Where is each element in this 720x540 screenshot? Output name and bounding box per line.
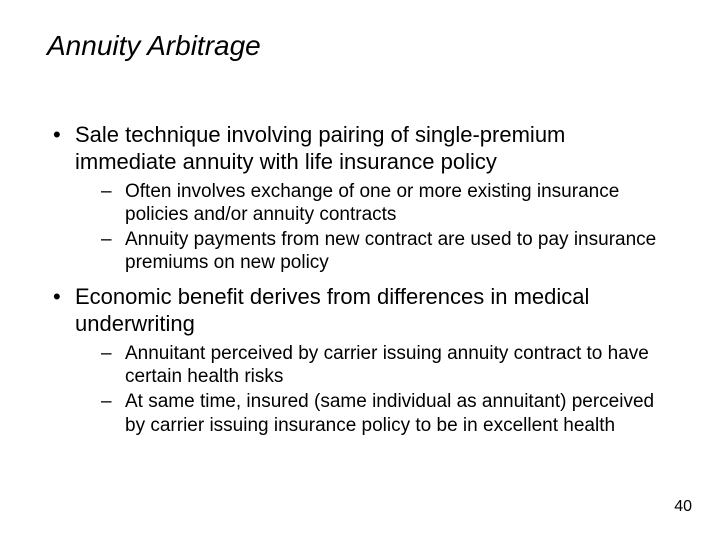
slide-content: Sale technique involving pairing of sing… — [47, 122, 667, 447]
bullet-text: Sale technique involving pairing of sing… — [75, 122, 565, 174]
sub-bullet-list: Often involves exchange of one or more e… — [75, 180, 667, 275]
sub-bullet-list: Annuitant perceived by carrier issuing a… — [75, 342, 667, 437]
sub-bullet-text: Annuitant perceived by carrier issuing a… — [125, 343, 649, 387]
sub-bullet-text: Annuity payments from new contract are u… — [125, 229, 656, 273]
sub-bullet-item: Annuitant perceived by carrier issuing a… — [97, 342, 667, 388]
bullet-item: Sale technique involving pairing of sing… — [47, 122, 667, 274]
slide-title: Annuity Arbitrage — [47, 30, 261, 62]
bullet-list: Sale technique involving pairing of sing… — [47, 122, 667, 437]
sub-bullet-item: At same time, insured (same individual a… — [97, 390, 667, 436]
sub-bullet-text: At same time, insured (same individual a… — [125, 391, 654, 435]
sub-bullet-item: Annuity payments from new contract are u… — [97, 228, 667, 274]
bullet-text: Economic benefit derives from difference… — [75, 284, 589, 336]
page-number: 40 — [674, 498, 692, 516]
sub-bullet-item: Often involves exchange of one or more e… — [97, 180, 667, 226]
bullet-item: Economic benefit derives from difference… — [47, 284, 667, 436]
slide: Annuity Arbitrage Sale technique involvi… — [0, 0, 720, 540]
sub-bullet-text: Often involves exchange of one or more e… — [125, 181, 619, 225]
